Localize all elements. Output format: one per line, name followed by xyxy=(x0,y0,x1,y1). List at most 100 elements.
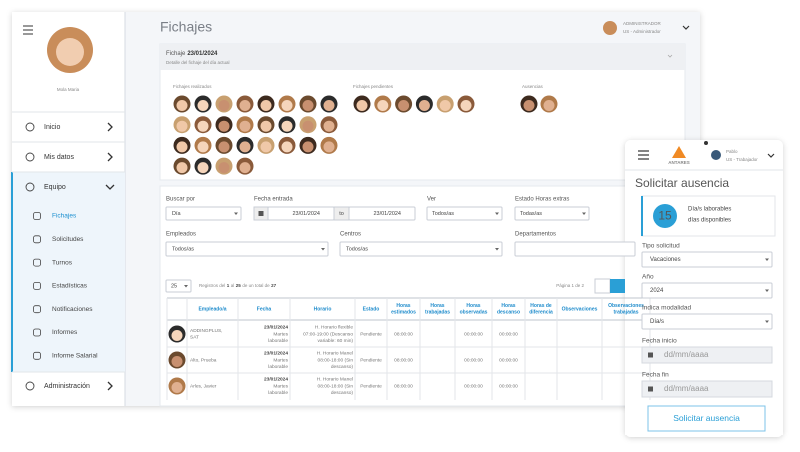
mobile-avatar[interactable] xyxy=(711,150,721,160)
hamburger[interactable] xyxy=(23,25,33,35)
days-count: 15 xyxy=(658,209,672,223)
avatar-face xyxy=(218,141,230,153)
mobile-select[interactable] xyxy=(641,282,773,299)
mobile-select[interactable] xyxy=(641,251,773,268)
cell-text: 08:00:00 xyxy=(394,331,413,337)
date-to: 23/01/2024 xyxy=(373,211,401,217)
avatar-face xyxy=(218,162,230,174)
cell-text: Martes xyxy=(273,383,288,389)
select-value: Todas/as xyxy=(520,211,542,217)
menu-item[interactable]: Equipo xyxy=(44,184,66,191)
menu-item[interactable]: Inicio xyxy=(44,124,60,131)
profile-face xyxy=(56,38,84,66)
submenu-item[interactable]: Turnos xyxy=(52,259,73,266)
filter-label: Ver xyxy=(427,197,436,203)
pagination-info: Página 1 de 2 xyxy=(556,283,584,288)
menu-item[interactable]: Administración xyxy=(44,383,90,390)
column-header: Empleado/a xyxy=(198,306,226,312)
menu-item[interactable]: Mis datos xyxy=(44,154,74,161)
cell-text: 23/01/2024 xyxy=(264,325,288,331)
section-title: Ausencias xyxy=(522,84,544,89)
field-label: Indica modalidad xyxy=(642,305,692,312)
user-name: ADMINISTRADOR xyxy=(623,21,662,26)
avatar-face xyxy=(281,100,293,111)
submenu-item[interactable]: Notificaciones xyxy=(52,306,93,313)
select[interactable] xyxy=(514,241,636,257)
records-info-part: Registros del xyxy=(199,283,225,288)
submenu-item[interactable]: Informes xyxy=(52,329,78,336)
select[interactable] xyxy=(165,241,329,257)
column-header: Horas xyxy=(501,303,515,309)
submenu-item[interactable]: Informe Salarial xyxy=(52,353,98,360)
date-input[interactable] xyxy=(641,346,773,364)
cell-text: H. Horario flexible xyxy=(315,325,353,331)
avatar-face xyxy=(197,162,209,174)
date-input[interactable] xyxy=(348,206,416,221)
page-current[interactable] xyxy=(610,279,625,293)
user-chevron[interactable] xyxy=(682,25,690,30)
submenu-icon xyxy=(33,281,41,290)
submenu-icon xyxy=(33,351,41,360)
column-header: Fecha xyxy=(257,306,272,312)
mobile-hamburger[interactable] xyxy=(638,150,649,160)
page-size-select[interactable] xyxy=(165,279,192,293)
avatar-face xyxy=(176,141,188,153)
avatar-face xyxy=(239,162,251,174)
cell-text: Alto, Prueba xyxy=(190,357,217,363)
date-input[interactable] xyxy=(641,380,773,398)
submenu-item[interactable]: Estadísticas xyxy=(52,283,88,290)
select-caret xyxy=(582,212,586,215)
select-caret xyxy=(321,248,325,251)
column-header: Horas xyxy=(396,303,410,309)
cell-text: H. Horario Manel xyxy=(317,351,353,357)
submenu-icon xyxy=(33,212,41,220)
select-value: Día/s xyxy=(650,319,664,325)
filter-label: Estado Horas extras xyxy=(515,197,569,203)
avatar-face xyxy=(260,141,272,153)
mobile-select[interactable] xyxy=(641,313,773,330)
panel-toggle[interactable] xyxy=(667,54,673,58)
section-title: Fichajes pendientes xyxy=(353,84,394,89)
select[interactable] xyxy=(339,241,503,257)
select[interactable] xyxy=(165,206,242,221)
field-label: Fecha inicio xyxy=(642,338,677,345)
select-value: Todos/as xyxy=(432,211,454,217)
select[interactable] xyxy=(426,206,503,221)
avatar-face xyxy=(176,120,188,132)
avatar-face xyxy=(439,100,451,111)
avatar-face xyxy=(171,330,183,341)
filter-label: Departamentos xyxy=(515,232,556,238)
mobile-user: Pablo xyxy=(726,149,738,154)
avatar-face xyxy=(171,356,183,367)
avatar-face xyxy=(218,100,230,111)
cell-text: SAT xyxy=(190,335,199,341)
select-caret xyxy=(495,212,499,215)
select-caret xyxy=(765,289,769,292)
select[interactable] xyxy=(514,206,590,221)
chevron xyxy=(107,122,113,132)
cell-text: 07:00-19:00 (Descanso xyxy=(303,331,353,337)
avatar-face xyxy=(418,100,430,111)
user-avatar[interactable] xyxy=(603,21,617,35)
cell-text: Martes xyxy=(273,331,288,337)
submenu-item[interactable]: Fichajes xyxy=(52,213,77,220)
field-label: Fecha fin xyxy=(642,372,669,379)
panel-subtitle: Detalle del fichaje del día actual xyxy=(166,60,230,65)
chevron xyxy=(105,184,115,190)
select-caret xyxy=(765,320,769,323)
mobile-user-chevron[interactable] xyxy=(767,153,775,158)
submenu-item[interactable]: Solicitudes xyxy=(52,236,84,243)
submit-button-label[interactable]: Solicitar ausencia xyxy=(673,413,740,423)
submit-button[interactable] xyxy=(647,405,766,432)
days-label: días disponibles xyxy=(688,218,731,224)
page-prev[interactable] xyxy=(594,278,611,294)
chevron xyxy=(107,152,113,162)
avatar-face xyxy=(260,100,272,111)
cell-text: 00:00:00 xyxy=(499,383,518,389)
date-from: 23/01/2024 xyxy=(292,211,320,217)
cell-text: descanso) xyxy=(331,390,354,396)
cell-text: 08:00:00 xyxy=(394,383,413,389)
avatar-face xyxy=(323,120,335,132)
